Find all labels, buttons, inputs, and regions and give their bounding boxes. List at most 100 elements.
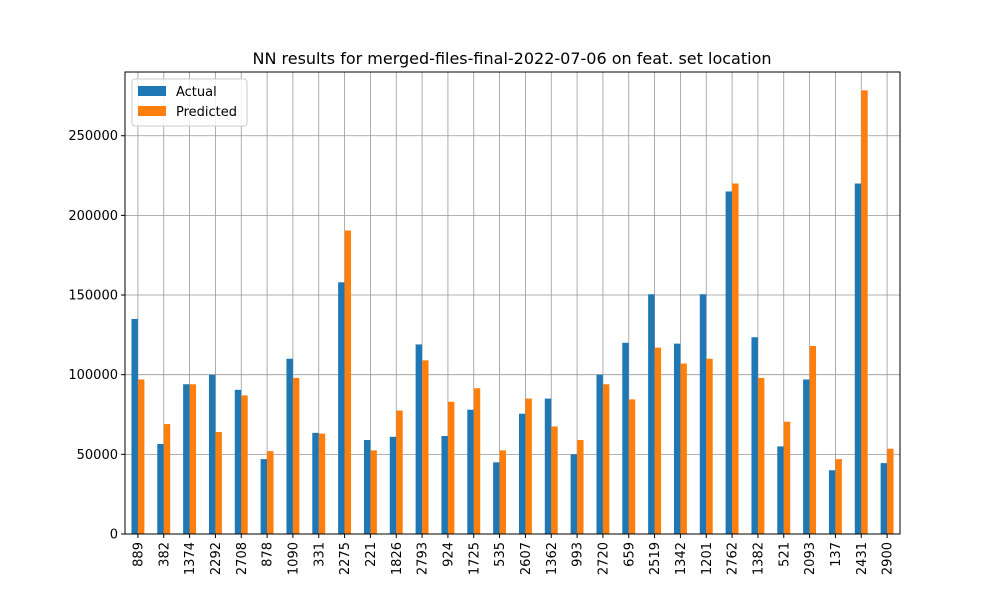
bar-predicted-1090: [292, 377, 300, 534]
y-tick-label: 250000: [68, 129, 118, 144]
bar-actual-2762: [725, 191, 733, 534]
legend-label-actual: Actual: [176, 85, 217, 100]
x-tick-label: 1201: [700, 542, 715, 575]
y-tick-label: 200000: [68, 209, 118, 224]
x-tick-label: 2519: [648, 542, 663, 575]
bar-actual-889: [131, 318, 138, 534]
bar-actual-1090: [286, 358, 293, 534]
x-tick-label: 1374: [183, 542, 198, 575]
bar-actual-1342: [673, 343, 681, 534]
bar-predicted-2900: [887, 448, 894, 534]
y-tick-label: 150000: [68, 289, 118, 304]
bar-actual-1382: [751, 337, 758, 534]
bar-actual-2720: [596, 374, 603, 534]
bar-actual-521: [777, 446, 784, 534]
x-tick-label: 889: [131, 542, 146, 567]
bar-predicted-2431: [861, 90, 868, 535]
y-tick-label: 50000: [77, 448, 118, 463]
bar-predicted-2519: [654, 347, 662, 534]
bar-actual-2793: [415, 344, 423, 534]
bar-actual-331: [312, 432, 319, 534]
y-tick-label: 100000: [68, 368, 118, 383]
bar-predicted-221: [370, 450, 377, 534]
bar-actual-2093: [803, 379, 810, 534]
x-tick-label: 2292: [209, 542, 224, 575]
bar-predicted-1201: [706, 358, 713, 534]
x-tick-label: 1342: [674, 542, 689, 575]
bar-actual-2607: [518, 413, 526, 534]
bar-actual-993: [570, 454, 578, 534]
bar-predicted-521: [783, 421, 791, 534]
bar-actual-382: [157, 443, 164, 534]
bar-predicted-993: [577, 440, 584, 534]
bar-actual-1362: [544, 398, 552, 534]
bar-actual-2900: [880, 463, 888, 534]
x-tick-label: 1826: [390, 542, 405, 575]
bar-predicted-2275: [344, 230, 352, 534]
x-tick-label: 659: [622, 542, 637, 567]
x-tick-label: 2708: [235, 542, 250, 575]
x-axis: 889 382 1374 2292 2708 878 1090 331 2275 221 1826 2…: [131, 534, 896, 575]
bar-actual-2708: [234, 389, 242, 534]
legend-label-predicted: Predicted: [176, 105, 237, 120]
x-tick-label: 221: [364, 542, 379, 567]
x-tick-label: 1382: [751, 542, 766, 575]
x-tick-label: 137: [829, 542, 844, 567]
bars-layer: [131, 90, 894, 535]
bar-actual-1826: [389, 436, 397, 534]
legend-swatch-actual: [138, 86, 166, 96]
x-tick-label: 331: [312, 542, 327, 567]
bar-actual-924: [441, 436, 448, 534]
x-tick-label: 1725: [467, 542, 482, 575]
y-tick-label: 0: [110, 528, 118, 543]
x-tick-label: 535: [493, 542, 508, 567]
bar-actual-137: [828, 470, 836, 534]
x-tick-label: 2607: [519, 542, 534, 575]
bar-actual-1725: [467, 409, 474, 534]
bar-predicted-2720: [602, 384, 610, 534]
x-tick-label: 382: [157, 542, 172, 567]
bar-actual-221: [363, 440, 371, 534]
bar-actual-2519: [648, 294, 655, 534]
bar-predicted-878: [267, 451, 274, 534]
x-tick-label: 924: [441, 542, 456, 567]
bar-predicted-924: [447, 401, 455, 534]
bar-actual-659: [622, 342, 629, 534]
bar-predicted-1382: [757, 377, 765, 534]
x-tick-label: 2720: [596, 542, 611, 575]
bar-predicted-889: [137, 379, 145, 534]
bar-predicted-137: [835, 459, 842, 534]
bar-actual-2431: [854, 183, 862, 534]
bar-actual-1374: [183, 384, 190, 534]
bar-predicted-1374: [189, 384, 197, 534]
bar-predicted-2607: [525, 398, 532, 534]
bar-predicted-2292: [215, 432, 222, 534]
x-tick-label: 878: [261, 542, 276, 567]
legend: Actual Predicted: [131, 78, 248, 127]
bar-actual-878: [260, 459, 268, 534]
bar-predicted-1362: [551, 426, 558, 534]
bar-predicted-1342: [680, 363, 687, 534]
bar-predicted-382: [163, 424, 171, 534]
bar-predicted-1826: [396, 410, 403, 534]
plot-area-frame: [124, 71, 901, 535]
x-tick-label: 2900: [881, 542, 896, 575]
bar-predicted-2793: [422, 360, 429, 534]
chart-title: NN results for merged-files-final-2022-0…: [252, 49, 771, 68]
y-axis: 0 50000 100000 150000 200000 250000: [68, 129, 125, 543]
bar-predicted-535: [499, 450, 507, 534]
bar-predicted-1725: [473, 388, 481, 534]
bar-actual-2292: [208, 374, 216, 534]
bar-predicted-2762: [732, 183, 739, 534]
x-tick-label: 2093: [803, 542, 818, 575]
bar-predicted-659: [628, 399, 636, 534]
bar-actual-1201: [699, 294, 707, 534]
bar-actual-2275: [338, 282, 345, 534]
bar-actual-535: [493, 462, 500, 534]
bar-predicted-2708: [241, 395, 248, 534]
x-tick-label: 2431: [855, 542, 870, 575]
x-tick-label: 993: [571, 542, 586, 567]
x-tick-label: 1362: [545, 542, 560, 575]
legend-swatch-predicted: [138, 106, 166, 116]
